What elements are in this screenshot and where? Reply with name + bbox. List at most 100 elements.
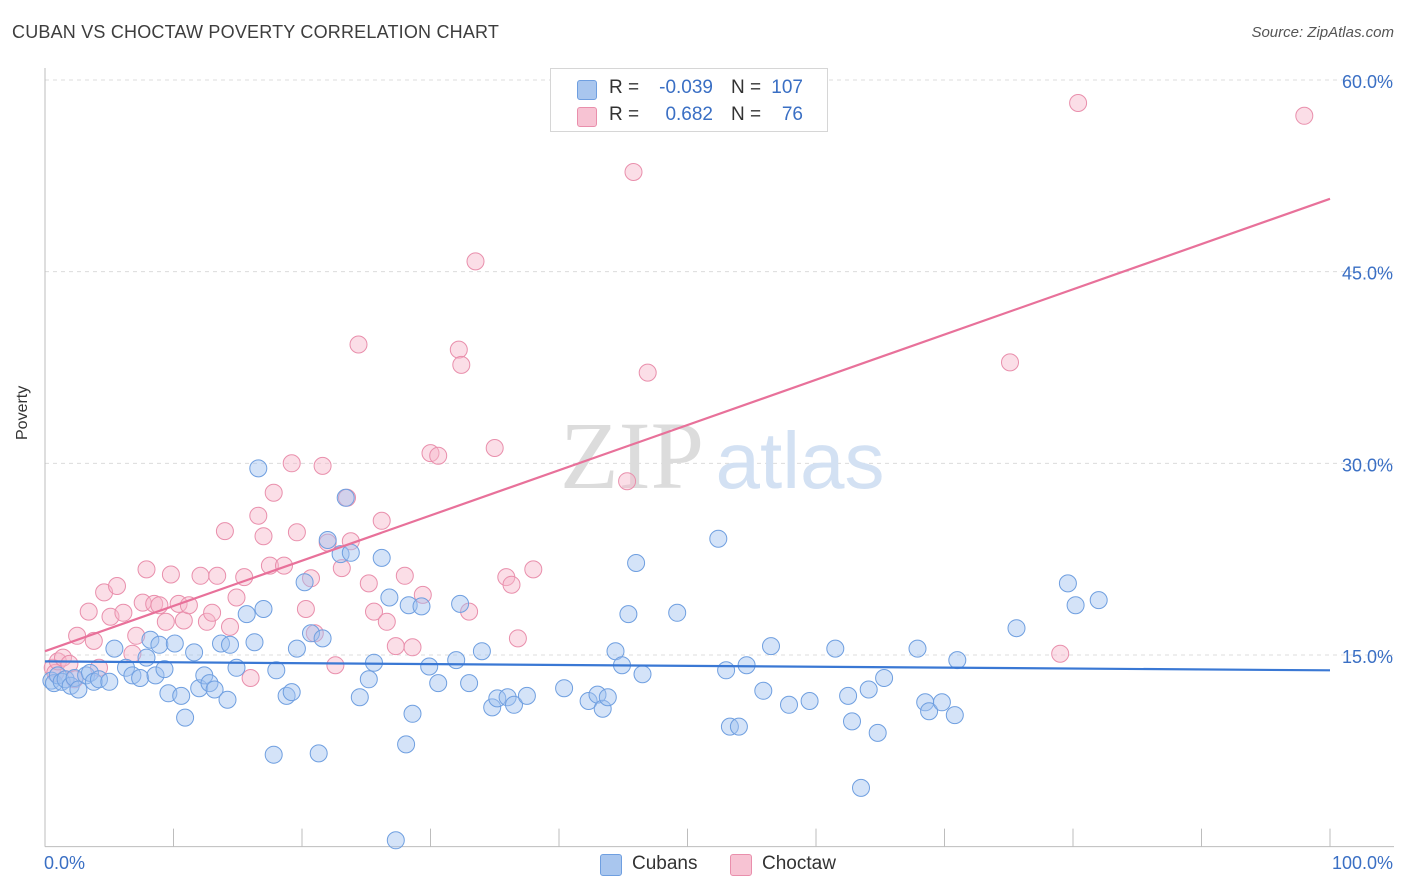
- cubans-point: [555, 679, 574, 698]
- choctaw-point: [377, 612, 396, 631]
- cubans-point: [859, 680, 878, 699]
- cubans-point: [729, 717, 748, 736]
- cubans-point: [875, 669, 894, 687]
- choctaw-points: [43, 94, 1314, 689]
- cubans-point: [839, 686, 858, 705]
- choctaw-point: [282, 454, 301, 473]
- cubans-point: [176, 708, 195, 727]
- choctaw-point: [1001, 353, 1019, 372]
- choctaw-point: [372, 511, 391, 530]
- cubans-point: [267, 661, 286, 680]
- legend-swatch-cubans: [577, 80, 597, 100]
- cubans-point: [165, 634, 184, 653]
- cubans-point: [185, 643, 204, 662]
- choctaw-point: [156, 612, 175, 631]
- cubans-point: [780, 695, 798, 714]
- choctaw-point: [197, 612, 216, 631]
- watermark-atlas: atlas: [716, 416, 885, 505]
- cubans-point: [800, 692, 819, 710]
- cubans-point: [498, 688, 517, 707]
- choctaw-point: [349, 335, 368, 354]
- cubans-point: [517, 686, 536, 705]
- legend-n-value: 107: [771, 77, 803, 98]
- cubans-point: [336, 488, 355, 507]
- cubans-point: [341, 543, 360, 562]
- cubans-point: [295, 573, 314, 592]
- cubans-point: [237, 605, 256, 624]
- choctaw-point: [127, 626, 146, 645]
- cubans-point: [302, 624, 320, 643]
- choctaw-point: [275, 556, 293, 575]
- cubans-point: [762, 637, 780, 656]
- choctaw-point: [508, 629, 527, 648]
- cubans-point: [920, 702, 939, 721]
- legend-label-cubans: Cubans: [632, 853, 698, 874]
- cubans-point: [146, 666, 165, 685]
- cubans-point: [69, 680, 88, 699]
- cubans-point: [264, 745, 283, 764]
- cubans-point: [205, 680, 224, 699]
- choctaw-point: [413, 585, 432, 604]
- choctaw-point: [429, 446, 448, 465]
- cubans-point: [81, 663, 99, 682]
- choctaw-point: [108, 577, 126, 595]
- cubans-point: [403, 704, 422, 723]
- choctaw-point: [227, 588, 246, 607]
- cubans-point: [717, 661, 736, 680]
- choctaw-point: [241, 669, 260, 687]
- cubans-point: [593, 699, 612, 718]
- cubans-point: [1007, 619, 1026, 638]
- cubans-point: [218, 690, 237, 709]
- cubans-point: [221, 635, 239, 654]
- cubans-point: [668, 603, 687, 622]
- cubans-point: [245, 633, 264, 652]
- choctaw-point: [174, 611, 193, 630]
- cubans-point: [359, 670, 378, 689]
- choctaw-point: [161, 565, 180, 584]
- cubans-point: [1066, 596, 1085, 615]
- chart-title: CUBAN VS CHOCTAW POVERTY CORRELATION CHA…: [12, 22, 500, 42]
- cubans-point: [150, 635, 169, 654]
- choctaw-point: [264, 483, 283, 502]
- cubans-point: [483, 698, 502, 717]
- legend-swatch-choctaw: [730, 854, 752, 876]
- cubans-point: [1089, 591, 1108, 610]
- cubans-point: [155, 660, 174, 679]
- choctaw-point: [452, 355, 471, 374]
- legend-n-label: N =: [731, 104, 762, 125]
- legend-r-label: R =: [609, 104, 640, 125]
- cubans-point: [372, 548, 391, 567]
- cubans-point: [90, 670, 108, 689]
- axes: [44, 68, 1394, 848]
- cubans-point: [754, 681, 773, 700]
- cubans-points: [42, 459, 1108, 850]
- choctaw-point: [1069, 94, 1088, 112]
- cubans-point: [447, 651, 466, 670]
- cubans-point: [852, 778, 870, 797]
- cubans-point: [309, 744, 328, 763]
- legend-r-label: R =: [609, 77, 640, 98]
- cubans-point: [619, 605, 638, 624]
- cubans-point: [633, 665, 652, 684]
- choctaw-point: [485, 439, 504, 457]
- choctaw-point: [395, 566, 414, 585]
- choctaw-point: [365, 602, 383, 621]
- cubans-point: [318, 531, 337, 549]
- cubans-point: [254, 600, 273, 618]
- legend-n-label: N =: [731, 77, 762, 98]
- cubans-point: [868, 723, 887, 742]
- cubans-point: [141, 630, 160, 649]
- choctaw-point: [137, 560, 156, 579]
- cubans-point: [908, 639, 927, 658]
- cubans-point: [105, 639, 124, 658]
- choctaw-point: [221, 617, 239, 636]
- cubans-point: [932, 693, 951, 712]
- choctaw-point: [208, 566, 227, 585]
- choctaw-point: [215, 522, 234, 541]
- legend-label-choctaw: Choctaw: [762, 853, 836, 874]
- cubans-point: [579, 692, 598, 710]
- cubans-point: [313, 629, 332, 648]
- legend-row-choctaw: R = 0.682 N = 76: [551, 101, 827, 129]
- cubans-point: [843, 712, 861, 731]
